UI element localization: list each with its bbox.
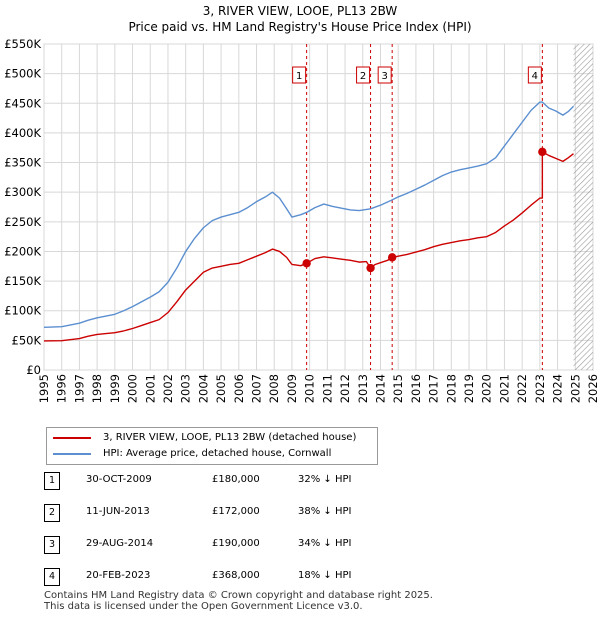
x-tick-label: 2007: [250, 374, 264, 403]
x-tick-label: 1998: [90, 374, 104, 403]
y-tick-label: £500K: [4, 67, 41, 81]
y-tick-label: £250K: [4, 215, 41, 229]
legend: 3, RIVER VIEW, LOOE, PL13 2BW (detached …: [46, 427, 378, 465]
x-tick-label: 2021: [497, 374, 511, 403]
sale-4-point: [538, 147, 547, 157]
y-tick-label: £200K: [4, 244, 41, 258]
sale-1-label: 1: [296, 71, 302, 82]
y-tick-label: £0: [26, 363, 41, 377]
chart-title: 3, RIVER VIEW, LOOE, PL13 2BW Price paid…: [0, 3, 600, 35]
table-row: 3 29-AUG-2014 £190,000 34% ↓ HPI: [0, 536, 600, 556]
x-tick-label: 1996: [55, 374, 69, 403]
legend-swatch-property: [53, 437, 91, 439]
table-row: 2 11-JUN-2013 £172,000 38% ↓ HPI: [0, 504, 600, 524]
future-hatch-area: [573, 44, 593, 370]
transaction-hpi-diff: 18% ↓ HPI: [298, 570, 352, 581]
plot-area: [43, 43, 594, 371]
y-tick-label: £300K: [4, 185, 41, 199]
x-tick-label: 2010: [303, 374, 317, 403]
transaction-number: 3: [44, 536, 60, 554]
x-tick-label: 2003: [179, 374, 193, 403]
sale-2-label: 2: [360, 71, 366, 82]
price-chart: 1 2 3 4 £0 £50K £100K £150K £200K £250K £300K £350…: [4, 37, 600, 403]
sale-2-point: [366, 263, 375, 273]
x-tick-label: 2004: [196, 374, 210, 403]
sale-3-point: [387, 253, 397, 262]
x-tick-label: 2002: [161, 374, 175, 403]
transaction-number: 2: [44, 504, 60, 522]
x-tick-label: 2026: [586, 374, 600, 403]
x-tick-label: 2022: [515, 374, 529, 403]
transaction-date: 29-AUG-2014: [86, 538, 154, 549]
transaction-price: £368,000: [212, 570, 260, 581]
sale-4-label-box: [527, 66, 542, 84]
table-row: 4 20-FEB-2023 £368,000 18% ↓ HPI: [0, 568, 600, 588]
x-tick-label: 2013: [356, 374, 370, 403]
transaction-hpi-diff: 32% ↓ HPI: [298, 474, 352, 485]
sale-3-label: 3: [381, 71, 387, 82]
transaction-date: 20-FEB-2023: [86, 570, 151, 581]
x-tick-label: 2006: [232, 374, 246, 403]
transaction-price: £172,000: [212, 506, 260, 517]
x-tick-label: 2020: [480, 374, 494, 403]
x-tick-label: 2025: [568, 374, 582, 403]
footer-attribution: Contains HM Land Registry data © Crown c…: [44, 590, 433, 612]
x-tick-label: 2000: [126, 374, 140, 403]
x-tick-label: 2005: [214, 374, 228, 403]
transaction-price: £180,000: [212, 474, 260, 485]
y-tick-label: £550K: [4, 37, 41, 51]
footer-copyright: Contains HM Land Registry data © Crown c…: [44, 590, 433, 601]
x-tick-label: 2018: [444, 374, 458, 403]
x-tick-label: 1999: [108, 374, 122, 403]
transaction-hpi-diff: 38% ↓ HPI: [298, 506, 352, 517]
transaction-date: 11-JUN-2013: [86, 506, 150, 517]
legend-swatch-hpi: [53, 453, 91, 455]
transaction-price: £190,000: [212, 538, 260, 549]
transaction-number: 1: [44, 472, 60, 490]
title-subtitle: Price paid vs. HM Land Registry's House …: [128, 20, 472, 34]
x-tick-label: 2009: [285, 374, 299, 403]
legend-label-property: 3, RIVER VIEW, LOOE, PL13 2BW (detached …: [103, 432, 357, 443]
sale-1-point: [302, 259, 311, 268]
hpi-line: [44, 101, 575, 329]
sale-4-label: 4: [532, 71, 538, 82]
x-tick-label: 2014: [373, 374, 387, 403]
x-tick-label: 2012: [338, 374, 352, 403]
x-tick-label: 2016: [409, 374, 423, 403]
y-tick-label: £400K: [4, 126, 41, 140]
x-tick-label: 2024: [551, 374, 565, 403]
y-tick-label: £100K: [4, 304, 41, 318]
title-address: 3, RIVER VIEW, LOOE, PL13 2BW: [202, 4, 398, 18]
footer-licence: This data is licensed under the Open Gov…: [44, 601, 363, 612]
x-tick-label: 2019: [462, 374, 476, 403]
x-tick-label: 2001: [143, 374, 157, 403]
x-tick-label: 2017: [427, 374, 441, 403]
transaction-hpi-diff: 34% ↓ HPI: [298, 538, 352, 549]
legend-label-hpi: HPI: Average price, detached house, Corn…: [103, 448, 332, 459]
sale-3-label-box: [377, 66, 392, 84]
y-tick-label: £150K: [4, 274, 41, 288]
x-tick-label: 2008: [267, 374, 281, 403]
sale-2-label-box: [356, 66, 371, 84]
table-row: 1 30-OCT-2009 £180,000 32% ↓ HPI: [0, 472, 600, 492]
y-tick-label: £450K: [4, 96, 41, 110]
y-tick-label: £350K: [4, 156, 41, 170]
transaction-number: 4: [44, 568, 60, 586]
property-price-line: [44, 151, 574, 342]
x-tick-label: 1997: [72, 374, 86, 403]
x-tick-label: 2015: [391, 374, 405, 403]
y-tick-label: £50K: [12, 333, 42, 347]
x-tick-label: 2011: [320, 374, 334, 403]
x-tick-label: 2023: [533, 374, 547, 403]
x-tick-label: 1995: [37, 374, 51, 403]
transaction-date: 30-OCT-2009: [86, 474, 152, 485]
sale-1-label-box: [292, 66, 307, 84]
